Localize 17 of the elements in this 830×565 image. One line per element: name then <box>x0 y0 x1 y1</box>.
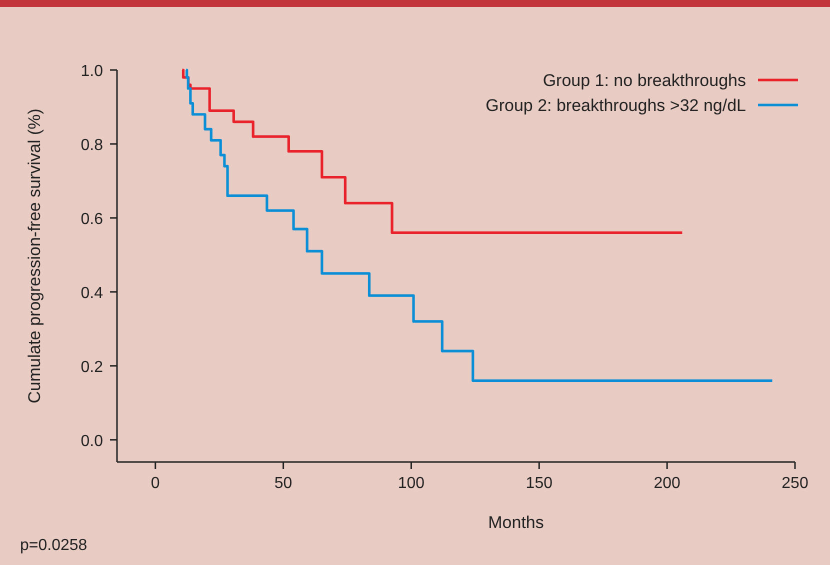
y-tick-label: 0.4 <box>80 284 104 302</box>
x-tick-label: 100 <box>398 475 425 492</box>
y-tick-label: 0.2 <box>80 358 104 376</box>
y-axis-title: Cumulate progression-free survival (%) <box>25 108 44 404</box>
x-tick-label: 0 <box>150 475 160 492</box>
y-tick-label: 0.0 <box>80 432 104 450</box>
x-tick-label: 150 <box>526 475 553 492</box>
y-tick-label: 0.8 <box>80 136 104 154</box>
legend-label: Group 1: no breakthroughs <box>542 71 746 90</box>
y-tick-label: 0.6 <box>80 210 104 228</box>
x-tick-label: 50 <box>274 475 292 492</box>
legend-label: Group 2: breakthroughs >32 ng/dL <box>486 96 746 115</box>
x-tick-label: 200 <box>654 475 681 492</box>
y-tick-label: 1.0 <box>80 63 104 80</box>
text: p=0.0258 <box>20 537 88 554</box>
x-axis-title: Months <box>488 513 544 532</box>
x-tick-label: 250 <box>782 475 808 492</box>
